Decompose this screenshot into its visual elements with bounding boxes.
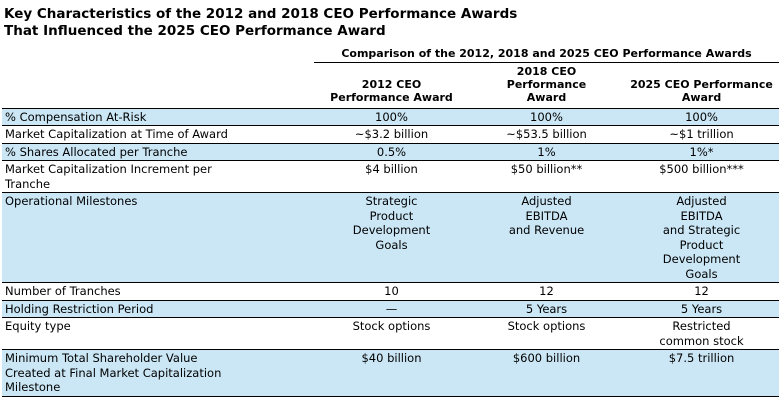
caption-spacer [2,47,314,62]
row-label: Minimum Total Shareholder Value Created … [2,349,314,397]
cell-value: Stock options [469,317,624,350]
cell-value: 12 [469,282,624,301]
row-label: Holding Restriction Period [2,299,314,318]
cell-value: Strategic Product Development Goals [314,192,469,283]
cell-value: $7.5 trillion [624,349,780,397]
table-row-holding-restriction: Holding Restriction Period — 5 Years 5 Y… [2,299,780,318]
cell-value: Restricted common stock [624,317,780,350]
page-title-line2: That Influenced the 2025 CEO Performance… [4,22,386,39]
cell-value: ~$53.5 billion [469,125,624,144]
cell-value: 100% [314,107,469,126]
cell-value: 5 Years [469,299,624,318]
row-label: Operational Milestones [2,192,314,283]
page-title: Key Characteristics of the 2012 and 2018… [4,6,779,40]
page-title-line1: Key Characteristics of the 2012 and 2018… [4,6,518,22]
cell-value: 1%* [624,142,780,161]
row-label: Equity type [2,317,314,350]
row-label: Number of Tranches [2,282,314,301]
table-row-operational-milestones: Operational Milestones Strategic Product… [2,192,780,283]
cell-value: Stock options [314,317,469,350]
cell-value: $40 billion [314,349,469,397]
table-row-min-shareholder-value: Minimum Total Shareholder Value Created … [2,349,780,397]
cell-value: 10 [314,282,469,301]
cell-value: Adjusted EBITDA and Strategic Product De… [624,192,780,283]
cell-value: $500 billion*** [624,160,780,193]
document-page: Key Characteristics of the 2012 and 2018… [2,6,780,397]
table-row-market-cap-at-award: Market Capitalization at Time of Award ~… [2,125,780,144]
comparison-table: Comparison of the 2012, 2018 and 2025 CE… [2,46,780,397]
cell-value: 0.5% [314,142,469,161]
cell-value: 1% [469,142,624,161]
cell-value: 12 [624,282,780,301]
caption-row: Comparison of the 2012, 2018 and 2025 CE… [2,46,780,63]
row-label: % Compensation At-Risk [2,107,314,126]
row-label: Market Capitalization Increment per Tran… [2,160,314,193]
cell-value: 100% [469,107,624,126]
table-caption: Comparison of the 2012, 2018 and 2025 CE… [314,46,780,63]
row-label: Market Capitalization at Time of Award [2,125,314,144]
cell-value: 5 Years [624,299,780,318]
table-row-equity-type: Equity type Stock options Stock options … [2,317,780,350]
cell-value: $600 billion [469,349,624,397]
cell-value: Adjusted EBITDA and Revenue [469,192,624,283]
cell-value: 100% [624,107,780,126]
table-row-market-cap-increment: Market Capitalization Increment per Tran… [2,160,780,193]
cell-value: $50 billion** [469,160,624,193]
row-label: % Shares Allocated per Tranche [2,142,314,161]
table-row-compensation-at-risk: % Compensation At-Risk 100% 100% 100% [2,107,780,126]
table-row-number-of-tranches: Number of Tranches 10 12 12 [2,282,780,301]
column-header-2025: 2025 CEO Performance Award [630,78,773,105]
cell-value: $4 billion [314,160,469,193]
cell-value: ~$3.2 billion [314,125,469,144]
column-header-2018: 2018 CEO Performance Award [506,64,587,105]
column-header-2012: 2012 CEO Performance Award [330,78,453,105]
table-row-shares-per-tranche: % Shares Allocated per Tranche 0.5% 1% 1… [2,142,780,161]
cell-value: — [314,299,469,318]
cell-value: ~$1 trillion [624,125,780,144]
column-header-spacer [2,62,314,108]
column-header-row: 2012 CEO Performance Award 2018 CEO Perf… [2,62,779,108]
